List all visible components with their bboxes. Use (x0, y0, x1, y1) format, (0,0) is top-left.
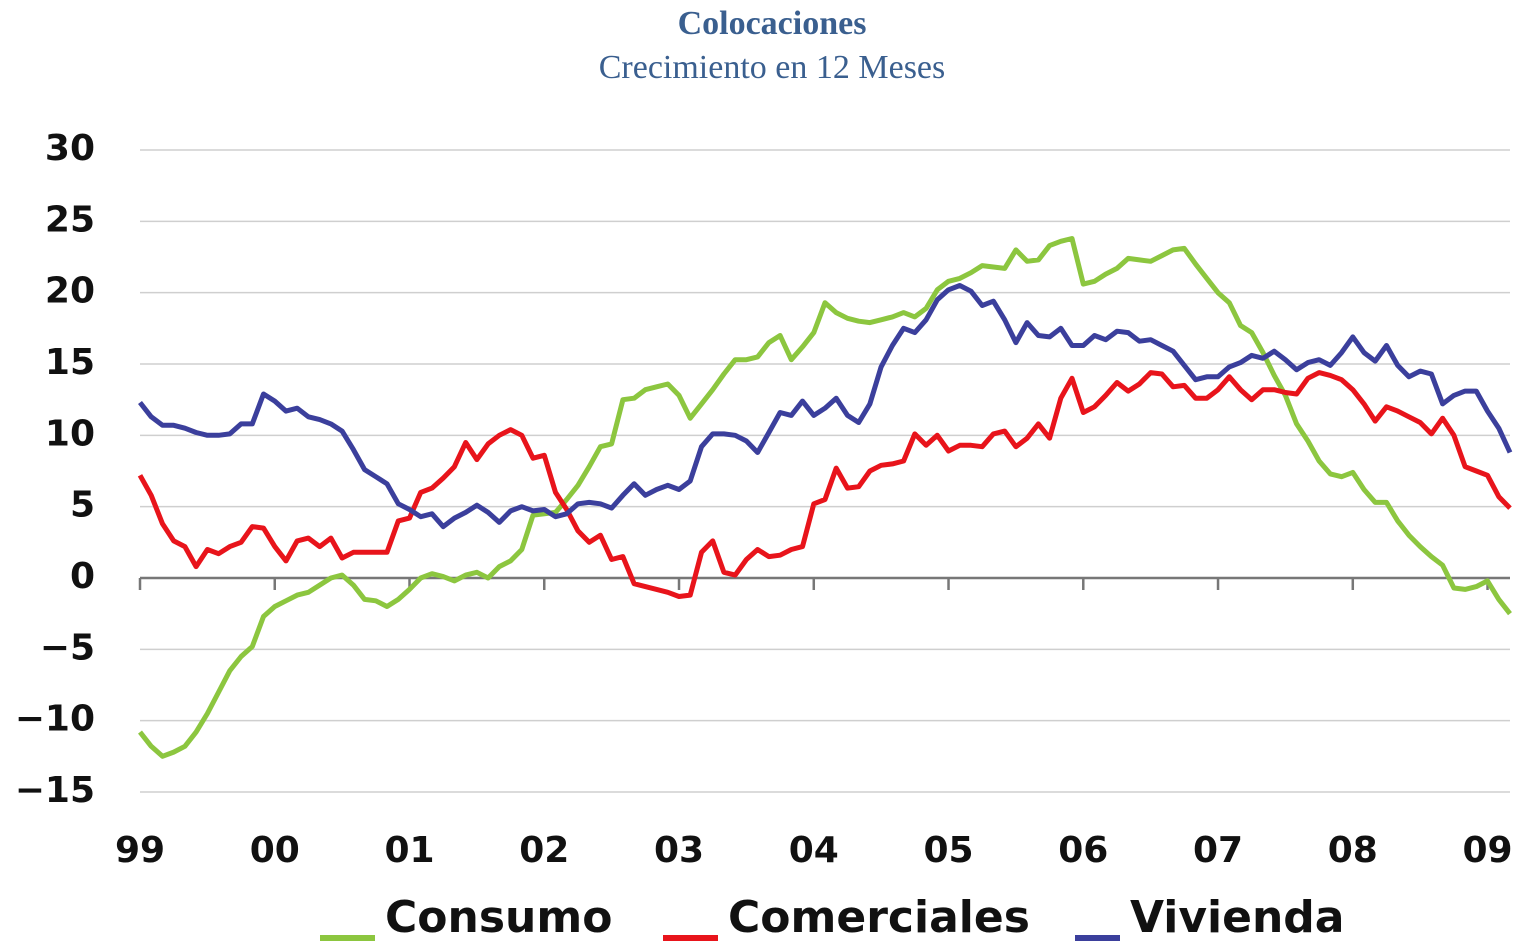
y-tick-label: 20 (45, 271, 95, 312)
x-tick-label: 09 (1462, 830, 1512, 871)
y-tick-label: 30 (45, 128, 95, 169)
x-tick-label: 04 (789, 830, 839, 871)
y-tick-label: −5 (40, 627, 95, 668)
y-tick-label: 15 (45, 342, 95, 383)
x-tick-label: 03 (654, 830, 704, 871)
x-tick-label: 00 (250, 830, 300, 871)
series-line (137, 370, 1512, 599)
y-tick-label: 0 (70, 556, 95, 597)
x-tick-label: 01 (384, 830, 434, 871)
legend-label: Vivienda (1130, 892, 1344, 943)
y-tick-label: 5 (70, 485, 95, 526)
chart-subtitle: Crecimiento en 12 Meses (599, 49, 946, 86)
x-tick-label: 02 (519, 830, 569, 871)
y-tick-label: 25 (45, 199, 95, 240)
chart-title: Colocaciones (678, 5, 867, 42)
x-tick-label: 08 (1328, 830, 1378, 871)
x-tick-label: 07 (1193, 830, 1243, 871)
y-tick-label: −15 (15, 770, 95, 811)
legend-label: Comerciales (728, 892, 1030, 943)
y-tick-label: −10 (15, 699, 95, 740)
x-tick-label: 99 (115, 830, 165, 871)
series-line (138, 236, 1512, 759)
legend-label: Consumo (385, 892, 612, 943)
series-line (138, 283, 1513, 530)
x-tick-label: 05 (923, 830, 973, 871)
y-tick-label: 10 (45, 413, 95, 454)
x-tick-label: 06 (1058, 830, 1108, 871)
